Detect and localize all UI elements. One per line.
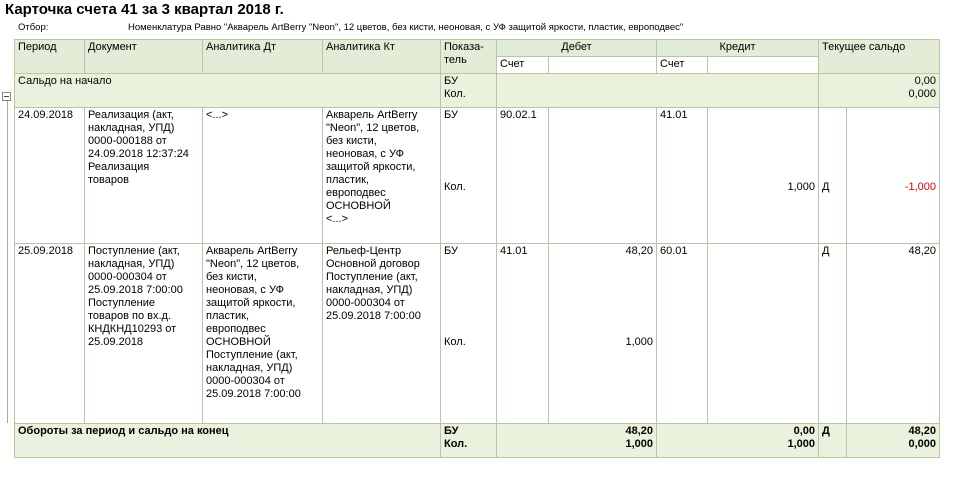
row-balance-qty <box>846 334 941 424</box>
row-period: 25.09.2018 <box>14 243 85 424</box>
row-debit-qty <box>547 179 658 244</box>
row-document[interactable]: Реализация (акт, накладная, УПД) 0000-00… <box>84 107 203 244</box>
opening-balance-values: 0,00 0,000 <box>818 73 941 108</box>
row-indicator-bu: БУ <box>440 107 497 180</box>
header-balance: Текущее сальдо <box>818 39 941 74</box>
row-credit-bu <box>707 243 820 335</box>
header-row: Период Документ Аналитика Дт Аналитика К… <box>14 39 941 74</box>
closing-credit-qty: 1,000 <box>787 438 816 450</box>
indicator-bu: БУ <box>444 75 458 87</box>
filter-label: Отбор: <box>18 22 49 33</box>
row-balance-side-qty <box>818 334 848 424</box>
row-credit-qty: 1,000 <box>707 179 820 244</box>
row-analytics-dt: Акварель ArtBerry "Neon", 12 цветов, без… <box>202 243 323 424</box>
closing-balance-bu: 48,20 <box>908 425 937 437</box>
report-title: Карточка счета 41 за 3 квартал 2018 г. <box>5 1 284 18</box>
row-debit-qty: 1,000 <box>547 334 658 424</box>
header-analytics-dt: Аналитика Дт <box>202 39 323 74</box>
header-credit-account: Счет <box>656 56 709 74</box>
header-credit: Кредит <box>656 39 820 57</box>
row-credit-account: 60.01 <box>656 243 709 424</box>
row-credit-account: 41.01 <box>656 107 709 244</box>
indicator-bu: БУ <box>444 425 459 437</box>
row-balance-side-bu <box>818 107 848 180</box>
row-document[interactable]: Поступление (акт, накладная, УПД) 0000-0… <box>84 243 203 424</box>
closing-totals-row: Обороты за период и сальдо на конец БУ Ко… <box>14 423 941 458</box>
account-card-table: Период Документ Аналитика Дт Аналитика К… <box>14 39 941 458</box>
header-document: Документ <box>84 39 203 74</box>
filter-text: Номенклатура Равно "Акварель ArtBerry "N… <box>128 22 684 33</box>
closing-label: Обороты за период и сальдо на конец <box>14 423 441 458</box>
closing-credit-bu: 0,00 <box>793 425 816 437</box>
header-indicator: Показа- тель <box>440 39 497 74</box>
table-row[interactable]: 25.09.2018 Поступление (акт, накладная, … <box>14 243 941 424</box>
opening-balance-qty: 0,000 <box>908 88 937 100</box>
row-credit-qty <box>707 334 820 424</box>
row-balance-side-qty: Д <box>818 179 848 244</box>
opening-turnover-empty <box>495 73 820 108</box>
header-credit-amount <box>707 56 820 74</box>
opening-indicators: БУ Кол. <box>440 73 497 108</box>
row-analytics-kt: Акварель ArtBerry "Neon", 12 цветов, без… <box>322 107 441 244</box>
row-debit-bu <box>547 107 658 180</box>
closing-balance-qty: 0,000 <box>908 438 937 450</box>
table-row-qty: Кол. 1,000 Д -1,000 <box>15 179 941 244</box>
opening-balance-bu: 0,00 <box>914 75 937 87</box>
row-balance-bu: 48,20 <box>846 243 941 335</box>
header-debit: Дебет <box>495 39 658 57</box>
indicator-qty: Кол. <box>444 438 468 450</box>
opening-balance-row: Сальдо на начало БУ Кол. 0,00 0,000 <box>14 73 941 108</box>
row-indicator-bu: БУ <box>440 243 497 335</box>
header-debit-account: Счет <box>496 56 549 74</box>
collapse-toggle-icon[interactable] <box>2 92 11 101</box>
row-balance-side-bu: Д <box>818 243 848 335</box>
table-row[interactable]: 24.09.2018 Реализация (акт, накладная, У… <box>14 107 941 244</box>
opening-label: Сальдо на начало <box>14 73 441 108</box>
closing-debit: 48,20 1,000 <box>495 423 658 458</box>
row-balance-qty: -1,000 <box>846 179 941 244</box>
row-debit-account: 90.02.1 <box>496 107 549 244</box>
row-credit-bu <box>707 107 820 180</box>
row-indicator-qty: Кол. <box>440 179 497 244</box>
row-balance-bu <box>846 107 941 180</box>
indicator-qty: Кол. <box>444 88 466 100</box>
closing-debit-bu: 48,20 <box>625 425 654 437</box>
group-tree-line <box>7 97 8 423</box>
row-debit-account: 41.01 <box>496 243 549 424</box>
row-analytics-dt: <...> <box>202 107 323 244</box>
header-debit-amount <box>547 56 658 74</box>
closing-debit-qty: 1,000 <box>625 438 654 450</box>
closing-balance-side: Д <box>818 423 848 458</box>
row-indicator-qty: Кол. <box>440 334 497 424</box>
closing-balance: 48,20 0,000 <box>846 423 941 458</box>
closing-credit: 0,00 1,000 <box>656 423 820 458</box>
row-analytics-kt: Рельеф-Центр Основной договор Поступлени… <box>322 243 441 424</box>
closing-indicators: БУ Кол. <box>440 423 497 458</box>
header-period: Период <box>14 39 85 74</box>
row-period: 24.09.2018 <box>14 107 85 244</box>
header-analytics-kt: Аналитика Кт <box>322 39 441 74</box>
row-debit-bu: 48,20 <box>547 243 658 335</box>
header-subrow: Счет Счет <box>15 56 940 74</box>
table-row-qty: Кол. 1,000 <box>15 334 941 424</box>
